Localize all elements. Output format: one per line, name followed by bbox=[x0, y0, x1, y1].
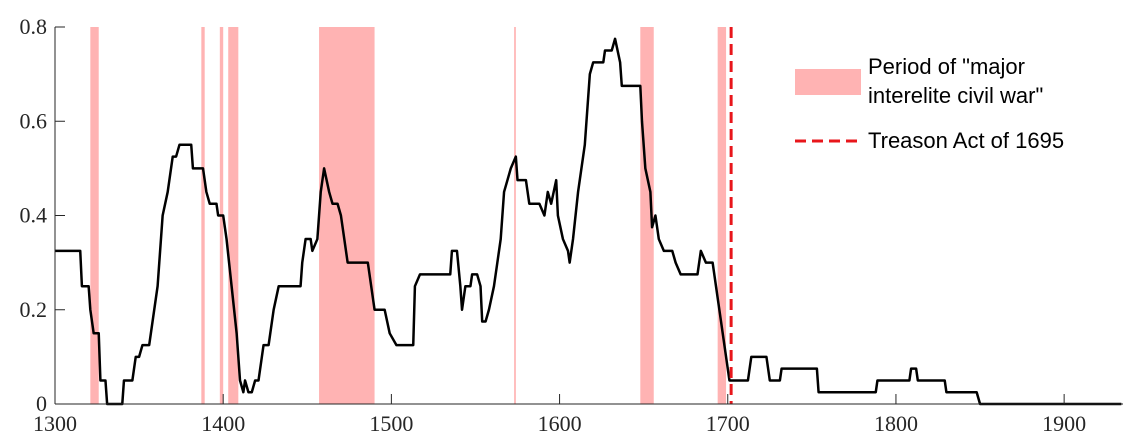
x-tick-label: 1300 bbox=[33, 411, 77, 436]
x-tick-label: 1700 bbox=[706, 411, 750, 436]
y-tick-label: 0.8 bbox=[20, 14, 48, 39]
x-tick-label: 1900 bbox=[1042, 411, 1086, 436]
shaded-period bbox=[514, 27, 516, 404]
x-tick-label: 1400 bbox=[201, 411, 245, 436]
x-tick-label: 1800 bbox=[874, 411, 918, 436]
x-tick-label: 1600 bbox=[538, 411, 582, 436]
legend-label: Treason Act of 1695 bbox=[868, 128, 1065, 153]
shaded-period bbox=[319, 27, 375, 404]
shaded-period bbox=[717, 27, 727, 404]
shaded-period bbox=[90, 27, 99, 404]
x-tick-label: 1500 bbox=[369, 411, 413, 436]
data-line bbox=[55, 37, 1122, 406]
y-tick-label: 0.4 bbox=[20, 203, 48, 228]
shaded-period bbox=[640, 27, 654, 404]
shaded-period bbox=[228, 27, 239, 404]
legend-symbols bbox=[795, 69, 861, 143]
legend-patch bbox=[795, 69, 861, 95]
shaded-period bbox=[201, 27, 205, 404]
y-tick-label: 0.6 bbox=[20, 108, 48, 133]
legend: Period of "major interelite civil war" Tr… bbox=[790, 52, 1120, 162]
y-tick-label: 0 bbox=[36, 391, 47, 416]
y-tick-label: 0.2 bbox=[20, 297, 48, 322]
legend-label: Period of "major interelite civil war" bbox=[868, 54, 1044, 108]
